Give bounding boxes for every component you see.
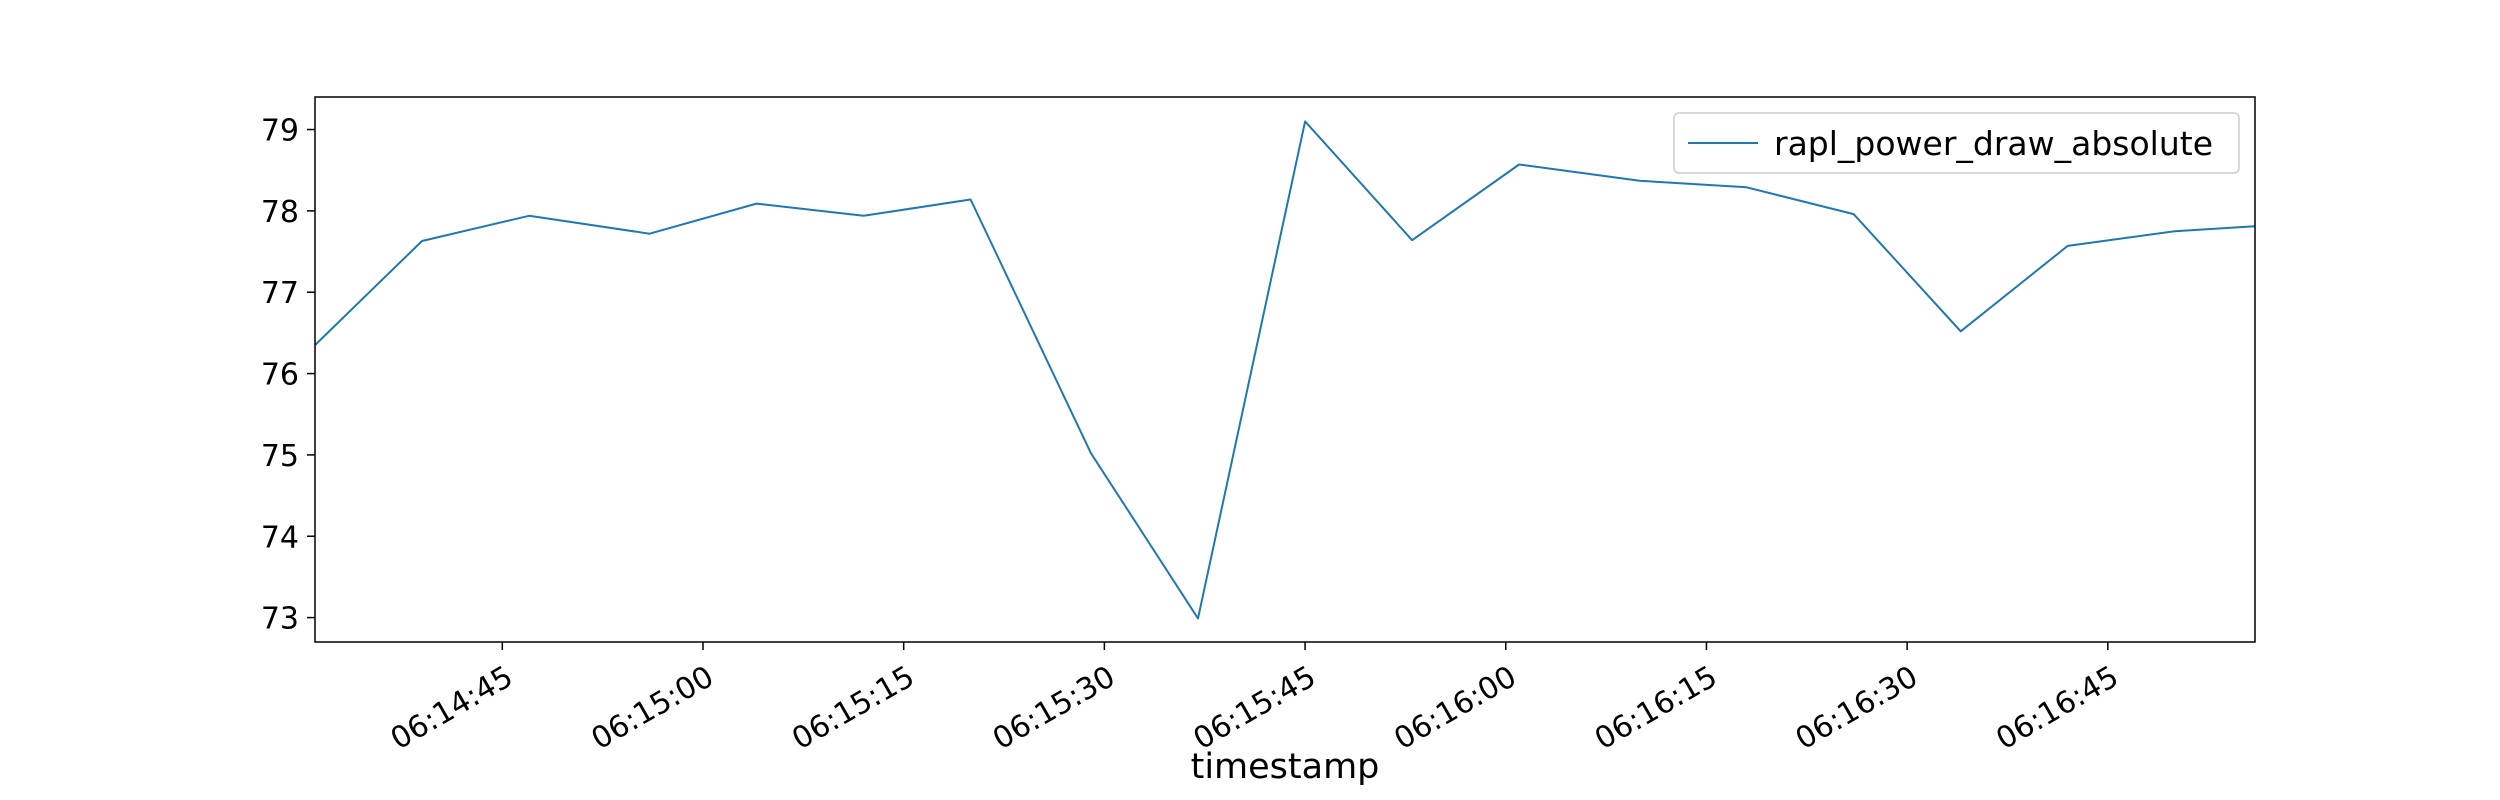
y-tick-label: 74 [261,520,299,555]
x-tick-label: 06:16:45 [1990,659,2124,757]
x-tick-label: 06:15:00 [586,659,720,757]
plot-area [314,96,2256,643]
legend-label: rapl_power_draw_absolute [1774,124,2213,163]
y-tick-label: 76 [261,358,299,393]
y-tick-label: 77 [261,276,299,311]
y-tick-label: 79 [261,114,299,149]
x-tick-label: 06:15:30 [987,659,1121,757]
x-tick-label: 06:16:15 [1589,659,1723,757]
x-tick-label: 06:14:45 [385,659,519,757]
y-tick-label: 75 [261,439,299,474]
x-axis-title: timestamp [1191,747,1380,787]
x-tick-label: 06:15:15 [786,659,920,757]
x-axis: 06:14:45 06:15:00 06:15:15 06:15:30 06:15:45… [385,642,2125,757]
y-tick-label: 78 [261,195,299,230]
x-tick-label: 06:16:30 [1790,659,1924,757]
y-tick-label: 73 [261,602,299,637]
series-line-rapl-power-draw-absolute [314,120,2256,620]
y-axis: 73 74 75 76 77 78 79 [261,114,315,637]
plot-frame [314,96,2256,643]
legend-box [1673,112,2240,174]
legend: rapl_power_draw_absolute [1673,112,2240,174]
x-tick-label: 06:15:45 [1188,659,1322,757]
series-layer [314,120,2256,620]
x-tick-label: 06:16:00 [1388,659,1522,757]
